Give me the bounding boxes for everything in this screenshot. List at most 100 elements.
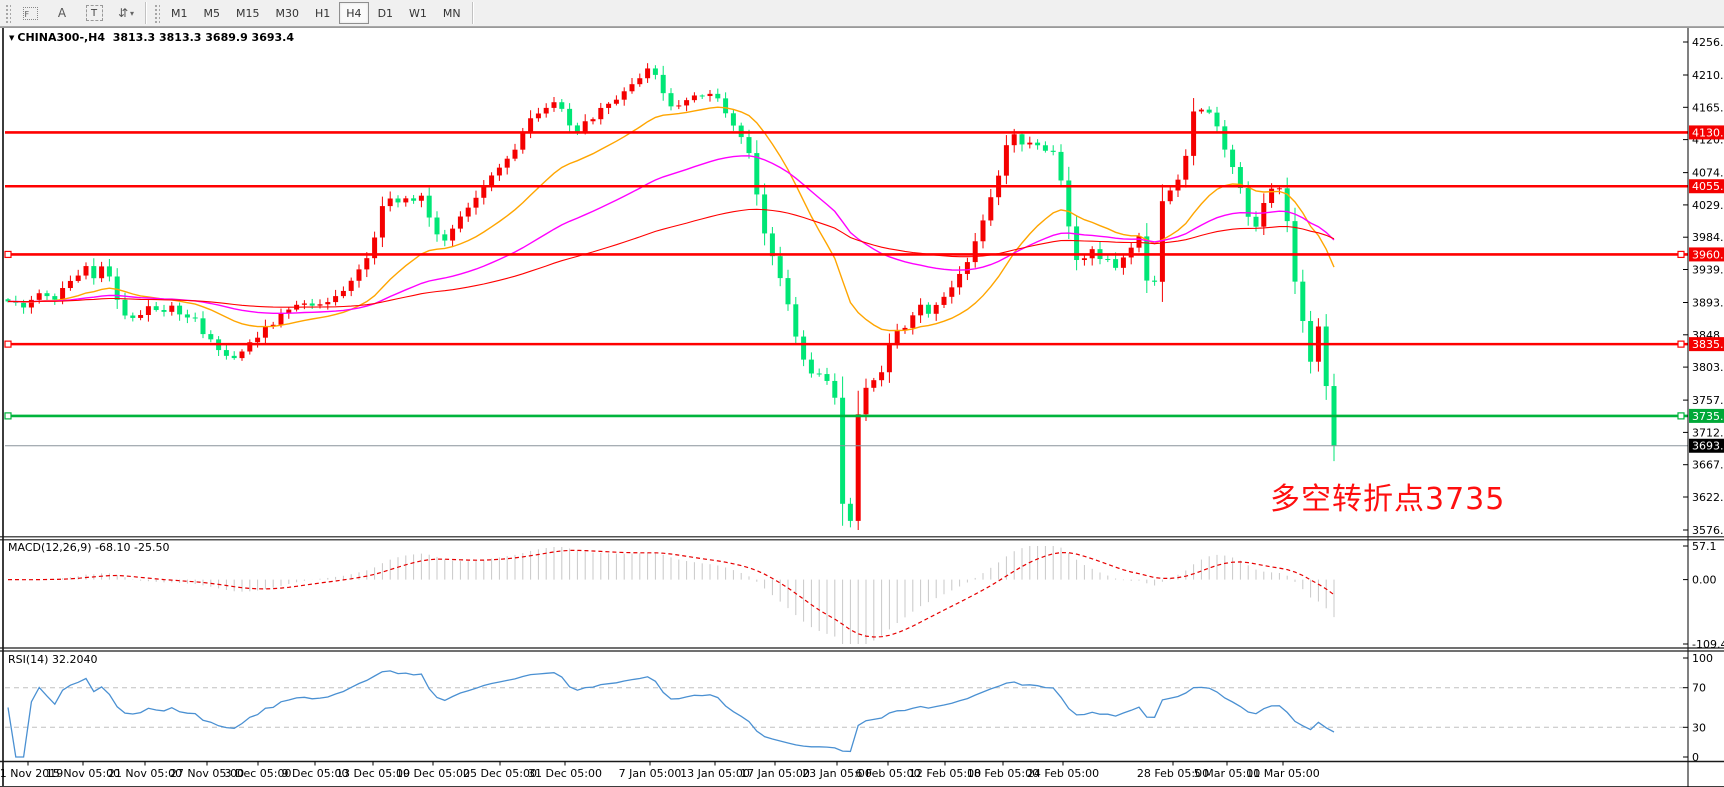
candle [746, 137, 752, 154]
candle [1206, 109, 1212, 113]
moving-average-55 [7, 155, 1335, 314]
ohlc-values: 3813.3 3813.3 3689.9 3693.4 [112, 31, 294, 44]
timeframe-button-m5[interactable]: M5 [203, 6, 221, 20]
drawing-tools-group: F A T ⇵ ▾ [14, 1, 142, 25]
candle [871, 380, 877, 388]
candle [652, 68, 658, 75]
candle [808, 359, 814, 374]
arrange-tool-icon[interactable]: ⇵ ▾ [117, 6, 135, 20]
candle [574, 125, 580, 132]
time-tick-label: 21 Nov 05:00 [108, 767, 182, 780]
timeframe-button-w1[interactable]: W1 [409, 6, 427, 20]
price-level-label: 3960.0 [1692, 248, 1724, 261]
candle [840, 397, 846, 504]
timeframe-button-m30[interactable]: M30 [275, 6, 300, 20]
candle [668, 93, 674, 107]
candle [1042, 145, 1048, 151]
line-endpoint-marker[interactable] [1677, 412, 1685, 420]
price-tick-label: 3712.0 [1692, 426, 1724, 439]
candle [99, 266, 105, 279]
candle [1120, 257, 1126, 268]
candle [1159, 201, 1165, 282]
candle [785, 278, 791, 305]
text-box-tool-icon[interactable]: T [78, 1, 110, 25]
line-endpoint-marker[interactable] [4, 340, 12, 348]
time-tick-label: 9 Dec 05:00 [282, 767, 349, 780]
macd-axis-label: 0.00 [1692, 574, 1717, 587]
candle [910, 315, 916, 328]
timeframe-button-mn[interactable]: MN [442, 6, 461, 20]
chart-template-icon[interactable]: F [14, 1, 46, 25]
candle [1113, 259, 1119, 268]
candle [879, 372, 885, 381]
candle [918, 304, 924, 316]
timeframe-toolbar-grip[interactable] [153, 3, 160, 23]
candle [684, 100, 690, 106]
candle [925, 304, 931, 314]
candle [512, 149, 518, 159]
candle [481, 185, 487, 198]
candle [855, 414, 861, 521]
candle [387, 198, 393, 207]
text-label-tool-icon[interactable]: A [57, 6, 67, 20]
candle [106, 266, 112, 277]
candle [1003, 145, 1009, 176]
candle [130, 315, 136, 318]
chart-annotation-text[interactable]: 多空转折点3735 [1270, 482, 1506, 517]
timeframe-button-m1[interactable]: M1 [171, 6, 188, 20]
candle [278, 313, 284, 325]
chart-symbol-title: ▼ CHINA300-,H4 3813.3 3813.3 3689.9 3693.… [9, 31, 294, 44]
toolbar-grip[interactable] [4, 3, 11, 23]
timeframe-button-d1[interactable]: D1 [377, 6, 394, 20]
chart-frame [0, 27, 1724, 787]
candle [606, 103, 612, 108]
toolbar-separator [145, 2, 146, 24]
candle [36, 293, 42, 300]
rsi-axis-label: 100 [1692, 652, 1713, 665]
collapse-triangle-icon[interactable]: ▼ [9, 34, 15, 42]
candle [473, 197, 479, 208]
candle [520, 133, 526, 150]
candle [1245, 188, 1251, 217]
line-endpoint-marker[interactable] [1677, 250, 1685, 259]
candle [403, 198, 409, 203]
candle [145, 306, 151, 316]
candle [434, 217, 440, 235]
candle [1081, 258, 1087, 261]
rsi-pane-label: RSI(14) 32.2040 [8, 653, 97, 666]
candle [535, 113, 541, 119]
candle [660, 74, 666, 94]
candle [1074, 226, 1080, 261]
candle [333, 296, 339, 303]
timeframe-button-h4[interactable]: H4 [339, 2, 369, 24]
candle [122, 299, 128, 316]
candle [60, 288, 66, 300]
candle [1284, 188, 1290, 222]
time-tick-label: 28 Feb 05:00 [1137, 767, 1209, 780]
line-endpoint-marker[interactable] [1677, 340, 1685, 348]
time-tick-label: 24 Feb 05:00 [1027, 767, 1099, 780]
candle [629, 84, 635, 92]
time-tick-label: 5 Mar 05:00 [1194, 767, 1260, 780]
rsi-indicator-name: RSI(14) [8, 653, 49, 666]
candle [223, 350, 229, 356]
candle [676, 105, 682, 107]
candle [1167, 190, 1173, 202]
price-tick-label: 3576.0 [1692, 524, 1724, 537]
time-tick-label: 31 Dec 05:00 [528, 767, 602, 780]
candle [645, 68, 651, 79]
line-endpoint-marker[interactable] [4, 250, 12, 259]
candle [325, 302, 331, 305]
candle [1222, 126, 1228, 150]
candle [153, 306, 159, 311]
line-endpoint-marker[interactable] [4, 412, 12, 420]
time-tick-label: 11 Mar 05:00 [1246, 767, 1319, 780]
timeframe-button-m15[interactable]: M15 [236, 6, 260, 20]
candle [707, 93, 713, 97]
candle [949, 287, 955, 297]
price-axis: 4256.04210.04165.04120.04074.04029.03984… [1683, 28, 1724, 787]
timeframe-button-h1[interactable]: H1 [315, 6, 331, 20]
dropdown-caret-icon[interactable]: ▾ [130, 8, 135, 18]
price-tick-label: 3757.0 [1692, 394, 1724, 407]
candle [1214, 112, 1220, 127]
